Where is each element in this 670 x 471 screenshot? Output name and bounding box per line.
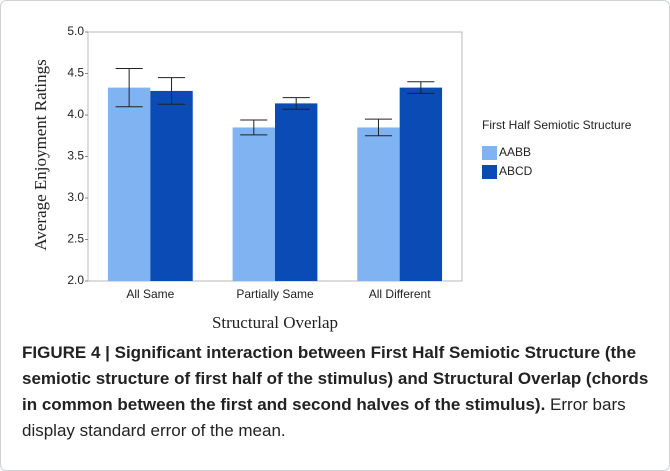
x-tick-label: All Same: [126, 287, 174, 301]
y-tick-label: 5.0: [67, 24, 84, 38]
y-tick-label: 3.5: [67, 149, 84, 163]
bar: [275, 103, 318, 281]
legend-swatch: [482, 165, 497, 179]
x-axis-title: Structural Overlap: [212, 313, 338, 332]
bar: [357, 127, 400, 281]
y-tick-label: 3.0: [67, 190, 84, 204]
legend-swatch: [482, 146, 497, 160]
y-tick-label: 2.5: [67, 232, 84, 246]
x-tick-label: All Different: [369, 287, 431, 301]
legend-label: ABCD: [499, 164, 533, 178]
chart: Average Enjoyment Ratings Structural Ove…: [31, 24, 632, 332]
bar: [399, 87, 443, 281]
caption-text: Error bars display standard error of the…: [22, 395, 626, 440]
error-bar: [157, 77, 186, 105]
error-bar: [282, 97, 310, 110]
legend-label: AABB: [499, 145, 531, 159]
x-tick-label: Partially Same: [236, 287, 314, 301]
bar: [150, 90, 193, 282]
error-bar: [407, 81, 435, 94]
y-tick-label: 4.0: [67, 107, 84, 121]
y-tick-label: 4.5: [67, 66, 84, 80]
legend-title: First Half Semiotic Structure: [482, 118, 632, 132]
y-tick-label: 2.0: [67, 273, 84, 287]
error-bar: [364, 118, 393, 137]
bar: [232, 127, 275, 281]
y-axis-title: Average Enjoyment Ratings: [31, 59, 50, 250]
error-bar: [240, 119, 268, 136]
error-bar: [115, 68, 143, 108]
caption-bold: FIGURE 4 | Significant interaction betwe…: [22, 343, 649, 414]
caption: FIGURE 4 | Significant interaction betwe…: [22, 340, 652, 444]
bar: [107, 87, 151, 281]
